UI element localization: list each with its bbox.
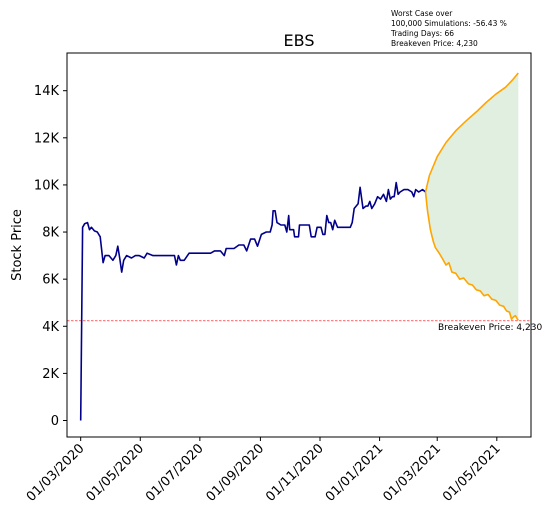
simulation-range-band bbox=[425, 73, 519, 321]
x-tick-label: 01/01/2021 bbox=[323, 441, 387, 505]
x-tick-label: 01/03/2020 bbox=[24, 441, 88, 505]
simulation-note-line-2: 100,000 Simulations: -56.43 % bbox=[391, 19, 507, 28]
x-tick-label: 01/11/2020 bbox=[263, 441, 327, 505]
x-tick-label: 01/07/2020 bbox=[143, 441, 207, 505]
y-tick-label: 10K bbox=[34, 178, 60, 193]
y-tick-label: 4K bbox=[42, 320, 59, 335]
x-tick-label: 01/05/2021 bbox=[440, 441, 504, 505]
y-tick-label: 14K bbox=[34, 84, 60, 99]
breakeven-label: Breakeven Price: 4,230 bbox=[438, 323, 542, 333]
x-tick-label: 01/05/2020 bbox=[83, 441, 147, 505]
y-axis-ticks: 0 2K 4K 6K 8K 10K 12K 14K bbox=[34, 84, 67, 429]
simulation-lower-line bbox=[424, 191, 519, 321]
series-lines bbox=[79, 72, 519, 421]
simulation-band-area bbox=[425, 73, 519, 321]
y-tick-label: 0 bbox=[51, 414, 59, 429]
x-tick-label: 01/03/2021 bbox=[380, 441, 444, 505]
simulation-upper-line bbox=[424, 72, 519, 193]
simulation-note-line-1: Worst Case over bbox=[391, 9, 453, 18]
x-axis-ticks: 01/03/202001/05/202001/07/202001/09/2020… bbox=[24, 437, 504, 505]
simulation-note-line-4: Breakeven Price: 4,230 bbox=[391, 39, 478, 48]
y-tick-label: 12K bbox=[34, 131, 60, 146]
plot-area-frame bbox=[66, 52, 532, 438]
x-tick-label: 01/09/2020 bbox=[204, 441, 268, 505]
y-axis-label: Stock Price bbox=[10, 209, 25, 281]
historical-price-line bbox=[79, 181, 427, 421]
y-tick-label: 2K bbox=[42, 367, 59, 382]
chart-title: EBS bbox=[284, 31, 315, 50]
y-tick-label: 6K bbox=[42, 273, 59, 288]
simulation-note-line-3: Trading Days: 66 bbox=[390, 29, 454, 38]
y-tick-label: 8K bbox=[42, 226, 59, 241]
